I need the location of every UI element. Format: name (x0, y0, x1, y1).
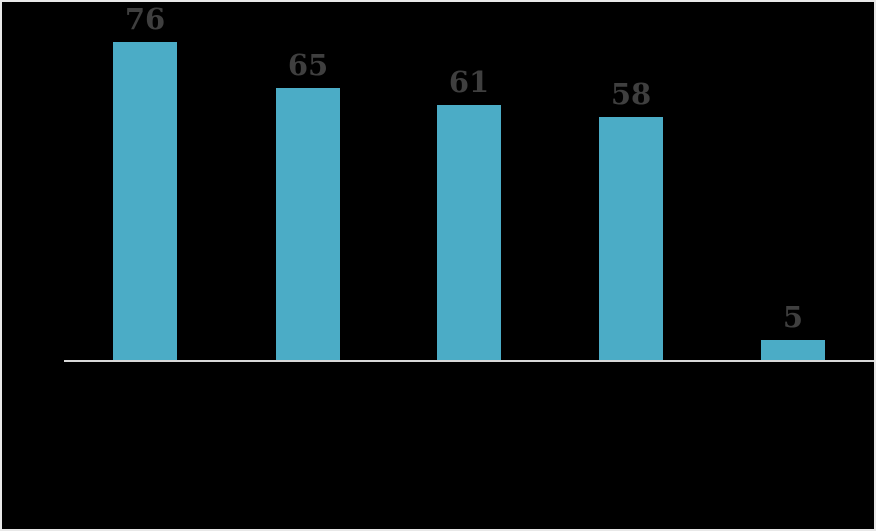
bar-value-label: 61 (448, 64, 490, 99)
bar (113, 41, 177, 361)
bar-group: 5 (761, 0, 825, 531)
bar (437, 104, 501, 361)
bar (761, 340, 825, 361)
bar-value-label: 65 (287, 48, 329, 82)
bar-value-label: 58 (610, 77, 652, 112)
bar-group: 65 (276, 0, 340, 531)
x-axis-line (64, 360, 874, 362)
bar-group: 61 (437, 0, 501, 531)
bar-value-label: 76 (124, 1, 166, 36)
bar-group: 76 (113, 0, 177, 531)
bar (276, 88, 340, 361)
bar (599, 117, 663, 361)
bar-value-label: 5 (782, 300, 804, 334)
bar-group: 58 (599, 0, 663, 531)
